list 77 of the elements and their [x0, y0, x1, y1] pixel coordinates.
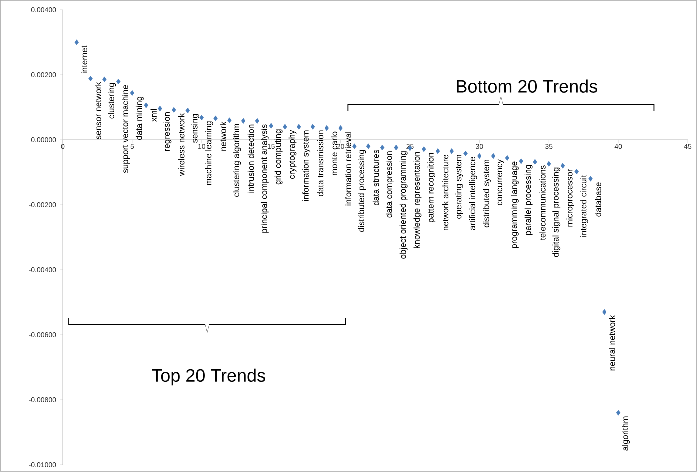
point — [352, 144, 357, 150]
annotation: data mining — [136, 96, 144, 140]
annotation: grid computing — [274, 130, 283, 185]
point — [130, 90, 135, 96]
annotation: clustering — [108, 83, 116, 119]
point — [214, 116, 218, 122]
annotation: sensor network — [95, 82, 102, 140]
annotation: Bottom 20 Trends — [457, 80, 598, 93]
point — [366, 144, 371, 150]
annotation: telecommunications — [540, 166, 546, 240]
annotation: pattern recognition — [428, 153, 436, 222]
point — [88, 76, 93, 82]
annotation: network — [220, 122, 226, 151]
point — [324, 125, 330, 132]
point — [533, 159, 538, 165]
annotation: data structures — [372, 150, 380, 206]
point — [296, 124, 302, 130]
annotation: parallel processing — [524, 165, 533, 235]
point — [269, 123, 274, 129]
point — [255, 118, 260, 124]
annotation: information retrieval — [345, 132, 352, 206]
annotation: cryptography — [288, 130, 297, 179]
point — [588, 176, 593, 182]
point — [422, 146, 426, 152]
annotation: microprocessor — [566, 169, 574, 227]
annotation: data compression — [386, 152, 394, 218]
annotation: database — [595, 182, 602, 217]
point — [186, 108, 190, 114]
annotation: distributed system — [483, 160, 492, 228]
annotation: wireless network — [178, 113, 185, 176]
point — [310, 124, 316, 130]
point — [616, 410, 621, 416]
point — [546, 161, 552, 167]
point — [394, 145, 398, 151]
annotation: digital signal processing — [552, 168, 561, 258]
annotation: distributed processing — [358, 150, 366, 232]
point — [505, 155, 510, 161]
point — [241, 118, 246, 124]
annotation: regression — [164, 112, 172, 152]
annotation: data transmission — [317, 130, 324, 196]
annotation: concurrency — [498, 159, 504, 206]
point — [560, 163, 566, 169]
annotation: xml — [150, 109, 157, 122]
annotation: algorithm — [622, 416, 630, 451]
point — [102, 76, 107, 82]
annotation: neural network — [609, 315, 616, 371]
point — [519, 158, 524, 164]
annotation: information system — [302, 130, 311, 201]
point — [228, 118, 232, 124]
point — [200, 115, 204, 121]
point — [144, 102, 148, 108]
annotation: object oriented programming — [400, 152, 408, 259]
point — [172, 107, 176, 113]
point — [450, 148, 454, 154]
annotation: Top 20 Trends — [152, 368, 266, 386]
point — [74, 40, 80, 46]
annotation: artificial intelligence — [469, 157, 478, 230]
annotation: sensing — [192, 114, 200, 144]
annotation: network architecture — [442, 154, 449, 231]
annotation: machine learning — [205, 122, 214, 186]
annotation: internet — [81, 46, 88, 74]
annotation: integrated circuit — [580, 175, 588, 237]
point — [464, 150, 468, 156]
annotation: intrusion detection — [248, 124, 254, 193]
point — [116, 79, 121, 85]
annotation: knowledge representation — [414, 152, 422, 248]
point — [574, 169, 580, 175]
point — [436, 148, 440, 154]
annotation: clustering algorithm — [233, 124, 242, 198]
annotation: principal component analysis — [260, 124, 269, 233]
annotation: monte carlo — [331, 132, 338, 176]
annotation: programming language — [510, 162, 519, 248]
annotation: operating system — [455, 155, 464, 219]
point — [380, 145, 385, 151]
annotation: support vector machine — [122, 85, 130, 174]
point — [283, 124, 288, 130]
point — [491, 153, 496, 160]
